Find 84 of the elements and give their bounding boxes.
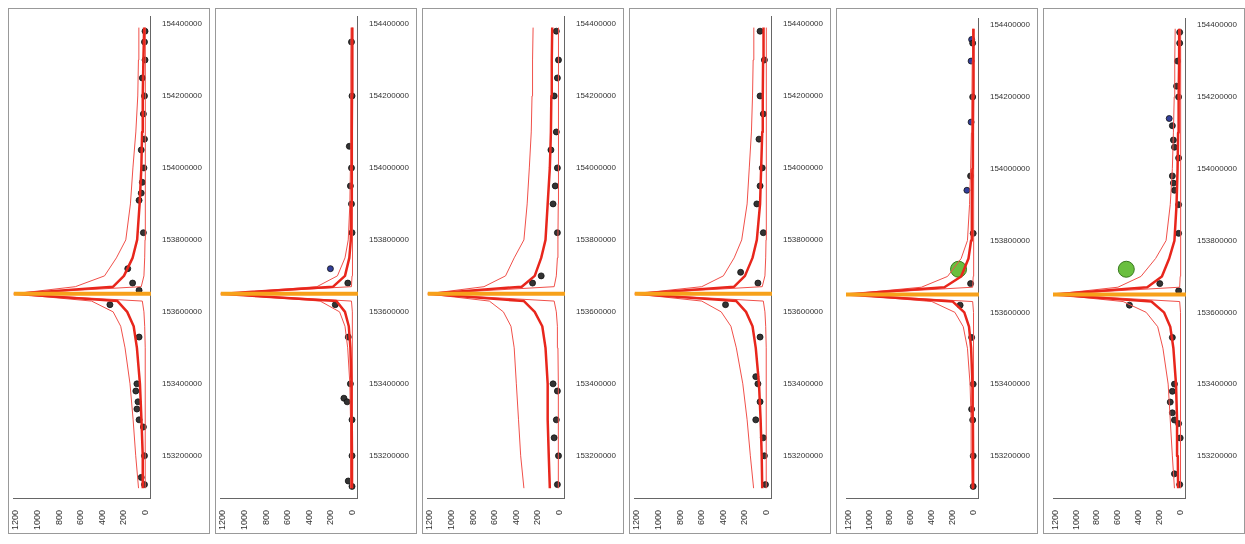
x-tick-label: 400 [510, 509, 521, 526]
x-tick-label: 0 [761, 509, 772, 515]
y-tick-label: 153200000 [1196, 451, 1238, 461]
x-tick-label: 400 [303, 509, 314, 526]
y-tick-label: 153400000 [1196, 379, 1238, 389]
x-tick-label: 400 [96, 509, 107, 526]
x-tick-label: 1000 [1070, 509, 1081, 531]
x-tick-label: 1000 [32, 509, 43, 531]
y-tick-label: 153600000 [989, 307, 1031, 317]
x-tick-label: 600 [282, 509, 293, 526]
y-tick-label: 153600000 [161, 307, 203, 317]
y-tick-label: 153800000 [161, 235, 203, 245]
x-tick-label: 0 [1175, 509, 1186, 515]
y-tick-label: 153200000 [989, 451, 1031, 461]
x-tick-label: 400 [1133, 509, 1144, 526]
y-tick-label: 153400000 [575, 379, 617, 389]
y-tick-label: 154200000 [575, 91, 617, 101]
y-tick-label: 154400000 [161, 19, 203, 29]
y-tick-label: 154200000 [989, 92, 1031, 102]
x-tick-label: 1200 [424, 509, 435, 531]
y-tick-label: 153400000 [368, 379, 410, 389]
y-tick-label: 153800000 [782, 235, 824, 245]
x-tick-label: 1200 [631, 509, 642, 531]
y-tick-label: 154400000 [575, 19, 617, 29]
y-tick-label: 154200000 [782, 91, 824, 101]
x-tick-label: 600 [696, 509, 707, 526]
y-tick-label: 154000000 [989, 163, 1031, 173]
x-tick-label: 800 [1091, 509, 1102, 526]
x-tick-label: 200 [739, 509, 750, 526]
x-tick-label: 600 [75, 509, 86, 526]
y-tick-label: 153600000 [782, 307, 824, 317]
x-tick-label: 1000 [239, 509, 250, 531]
y-tick-label: 153600000 [575, 307, 617, 317]
y-tick-label: 154000000 [161, 163, 203, 173]
x-tick-label: 800 [467, 509, 478, 526]
x-tick-label: 1200 [10, 509, 21, 531]
y-tick-label: 154400000 [368, 19, 410, 29]
x-tick-label: 200 [325, 509, 336, 526]
x-tick-label: 0 [347, 509, 358, 515]
y-tick-label: 153400000 [989, 379, 1031, 389]
x-tick-label: 1000 [446, 509, 457, 531]
y-tick-label: 154400000 [782, 19, 824, 29]
x-tick-label: 1200 [1049, 509, 1060, 531]
y-tick-label: 153200000 [161, 451, 203, 460]
y-tick-label: 154000000 [575, 163, 617, 173]
y-tick-label: 153200000 [575, 451, 617, 460]
x-tick-label: 1200 [217, 509, 228, 531]
x-tick-label: 600 [489, 509, 500, 526]
y-tick-label: 153800000 [989, 235, 1031, 245]
x-tick-label: 1000 [653, 509, 664, 531]
x-tick-label: 1200 [842, 509, 853, 531]
x-tick-label: 800 [884, 509, 895, 526]
x-tick-label: 0 [140, 509, 151, 515]
y-tick-label: 153600000 [368, 307, 410, 317]
x-tick-label: 400 [717, 509, 728, 526]
x-tick-label: 0 [554, 509, 565, 515]
y-tick-label: 154000000 [368, 163, 410, 173]
y-tick-label: 153400000 [782, 379, 824, 389]
y-tick-label: 153200000 [368, 451, 410, 460]
y-tick-label: 153800000 [575, 235, 617, 245]
x-tick-label: 600 [1112, 509, 1123, 526]
x-tick-label: 200 [118, 509, 129, 526]
x-tick-label: 200 [532, 509, 543, 526]
x-tick-label: 600 [905, 509, 916, 526]
y-tick-label: 153400000 [161, 379, 203, 389]
x-tick-label: 800 [260, 509, 271, 526]
y-tick-label: 154400000 [1196, 20, 1238, 30]
x-tick-label: 800 [53, 509, 64, 526]
y-tick-label: 154400000 [989, 20, 1031, 30]
y-tick-label: 154000000 [782, 163, 824, 173]
x-tick-label: 200 [1154, 509, 1165, 526]
y-tick-label: 153200000 [782, 451, 824, 460]
x-tick-label: 800 [674, 509, 685, 526]
x-tick-label: 400 [926, 509, 937, 526]
x-tick-label: 0 [968, 509, 979, 515]
y-tick-label: 154200000 [368, 91, 410, 101]
y-tick-label: 153600000 [1196, 307, 1238, 317]
x-tick-label: 200 [947, 509, 958, 526]
y-tick-label: 153800000 [1196, 235, 1238, 245]
y-tick-label: 154000000 [1196, 163, 1238, 173]
x-tick-label: 1000 [863, 509, 874, 531]
y-tick-label: 154200000 [161, 91, 203, 101]
y-tick-label: 154200000 [1196, 92, 1238, 102]
y-tick-label: 153800000 [368, 235, 410, 245]
